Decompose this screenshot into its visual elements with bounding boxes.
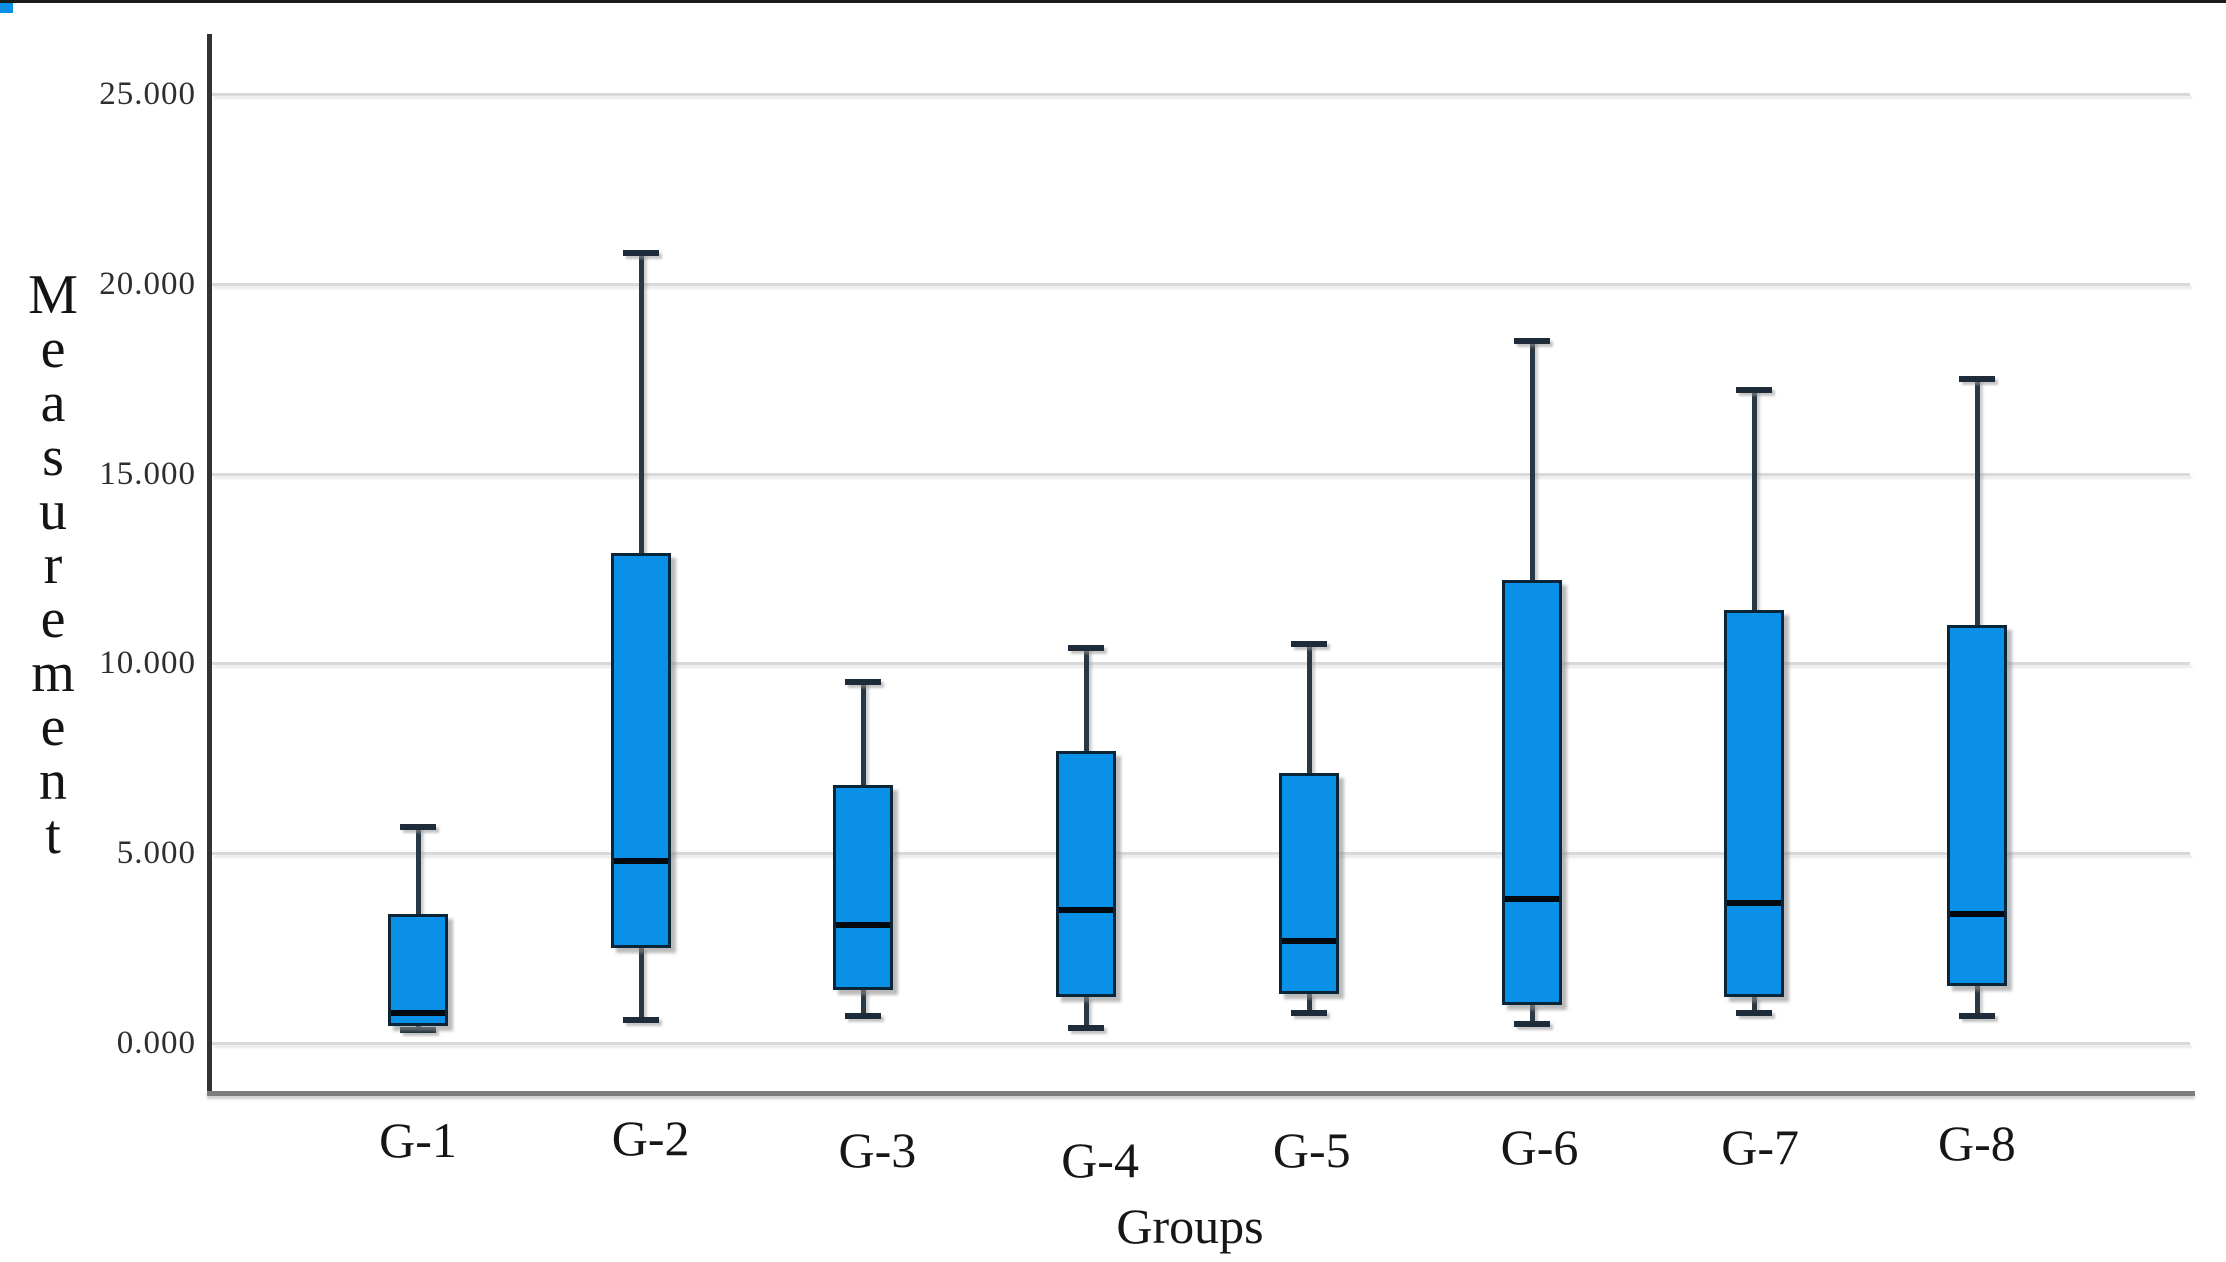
min-cap-G-4	[1068, 1024, 1105, 1031]
iqr-box-G-6	[1501, 579, 1562, 1006]
lower-whisker-G-4	[1084, 997, 1090, 1028]
x-axis-title: Groups	[1116, 1198, 1264, 1254]
ylabel-letter-3: s	[42, 426, 64, 488]
median-G-7	[1727, 899, 1782, 906]
ytick-label-5.000: 5.000	[116, 835, 196, 872]
upper-whisker-G-8	[1974, 378, 1980, 626]
upper-whisker-G-3	[861, 682, 867, 785]
iqr-box-G-1	[388, 913, 448, 1026]
ylabel-letter-0: M	[28, 264, 78, 326]
ylabel-letter-8: e	[40, 696, 66, 758]
max-cap-G-7	[1736, 387, 1773, 394]
min-cap-G-6	[1513, 1021, 1550, 1028]
ytick-label-25.000: 25.000	[99, 76, 196, 112]
median-G-5	[1281, 937, 1336, 944]
xtick-label-G-6: G-6	[1500, 1119, 1579, 1175]
ylabel-letter-4: u	[39, 480, 67, 542]
upper-whisker-G-5	[1306, 644, 1312, 774]
max-cap-G-1	[400, 823, 436, 830]
ylabel-letter-7: m	[31, 642, 75, 704]
ylabel-letter-6: e	[40, 588, 66, 650]
ytick-label-15.000: 15.000	[99, 455, 196, 492]
ylabel-letter-9: n	[39, 750, 67, 812]
iqr-box-G-3	[833, 784, 894, 990]
max-cap-G-8	[1958, 375, 1995, 382]
lower-whisker-G-5	[1306, 993, 1312, 1013]
min-cap-G-5	[1290, 1009, 1327, 1016]
x-axis-line	[207, 1091, 2195, 1096]
gridline-20.000	[212, 282, 2190, 286]
gridline-10.000	[212, 662, 2190, 666]
ylabel-letter-5: r	[43, 534, 63, 596]
xtick-label-G-5: G-5	[1272, 1122, 1351, 1178]
xtick-label-G-8: G-8	[1938, 1115, 2016, 1171]
min-cap-G-8	[1958, 1013, 1995, 1020]
ylabel-letter-10: t	[45, 804, 61, 866]
max-cap-G-6	[1513, 337, 1550, 344]
xtick-label-G-2: G-2	[611, 1110, 690, 1166]
median-G-2	[613, 857, 668, 864]
iqr-box-G-7	[1724, 610, 1785, 998]
median-G-1	[391, 1009, 445, 1016]
min-cap-G-3	[845, 1013, 882, 1020]
iqr-box-G-2	[610, 553, 671, 949]
gridline-5.000	[212, 852, 2190, 856]
min-cap-G-2	[622, 1017, 659, 1024]
max-cap-G-3	[845, 679, 882, 686]
min-cap-G-7	[1736, 1009, 1773, 1016]
median-G-8	[1949, 910, 2004, 917]
ytick-label-10.000: 10.000	[99, 645, 196, 682]
ylabel-letter-1: e	[40, 318, 66, 380]
corner-artifact-dot	[0, 0, 13, 13]
max-cap-G-4	[1068, 645, 1105, 652]
iqr-box-G-5	[1278, 773, 1339, 994]
gridline-25.000	[212, 93, 2190, 96]
median-G-4	[1059, 907, 1114, 914]
median-G-3	[836, 922, 891, 929]
lower-whisker-G-8	[1974, 986, 1980, 1017]
lower-whisker-G-6	[1529, 1005, 1535, 1024]
ylabel-letter-2: a	[40, 372, 66, 434]
gridline-15.000	[212, 472, 2190, 476]
gridline-0.000	[212, 1042, 2190, 1045]
ytick-label-0.000: 0.000	[116, 1025, 196, 1061]
xtick-label-G-1: G-1	[379, 1112, 457, 1168]
upper-whisker-G-1	[416, 826, 421, 914]
median-G-6	[1504, 895, 1559, 902]
lower-whisker-G-7	[1752, 997, 1758, 1013]
upper-whisker-G-6	[1529, 340, 1535, 580]
figure-top-border	[0, 0, 2226, 3]
iqr-box-G-4	[1056, 750, 1117, 998]
upper-whisker-G-2	[638, 253, 644, 554]
ytick-label-20.000: 20.000	[99, 265, 196, 302]
max-cap-G-5	[1290, 641, 1327, 648]
lower-whisker-G-2	[638, 948, 644, 1021]
lower-whisker-G-3	[861, 989, 867, 1017]
upper-whisker-G-7	[1752, 390, 1758, 611]
y-axis-line	[207, 34, 212, 1094]
upper-whisker-G-4	[1084, 648, 1090, 751]
max-cap-G-2	[622, 250, 659, 257]
xtick-label-G-3: G-3	[838, 1122, 917, 1178]
iqr-box-G-8	[1946, 625, 2007, 987]
xtick-label-G-7: G-7	[1721, 1119, 1800, 1175]
xtick-label-G-4: G-4	[1061, 1132, 1139, 1188]
min-cap-G-1	[400, 1026, 436, 1033]
